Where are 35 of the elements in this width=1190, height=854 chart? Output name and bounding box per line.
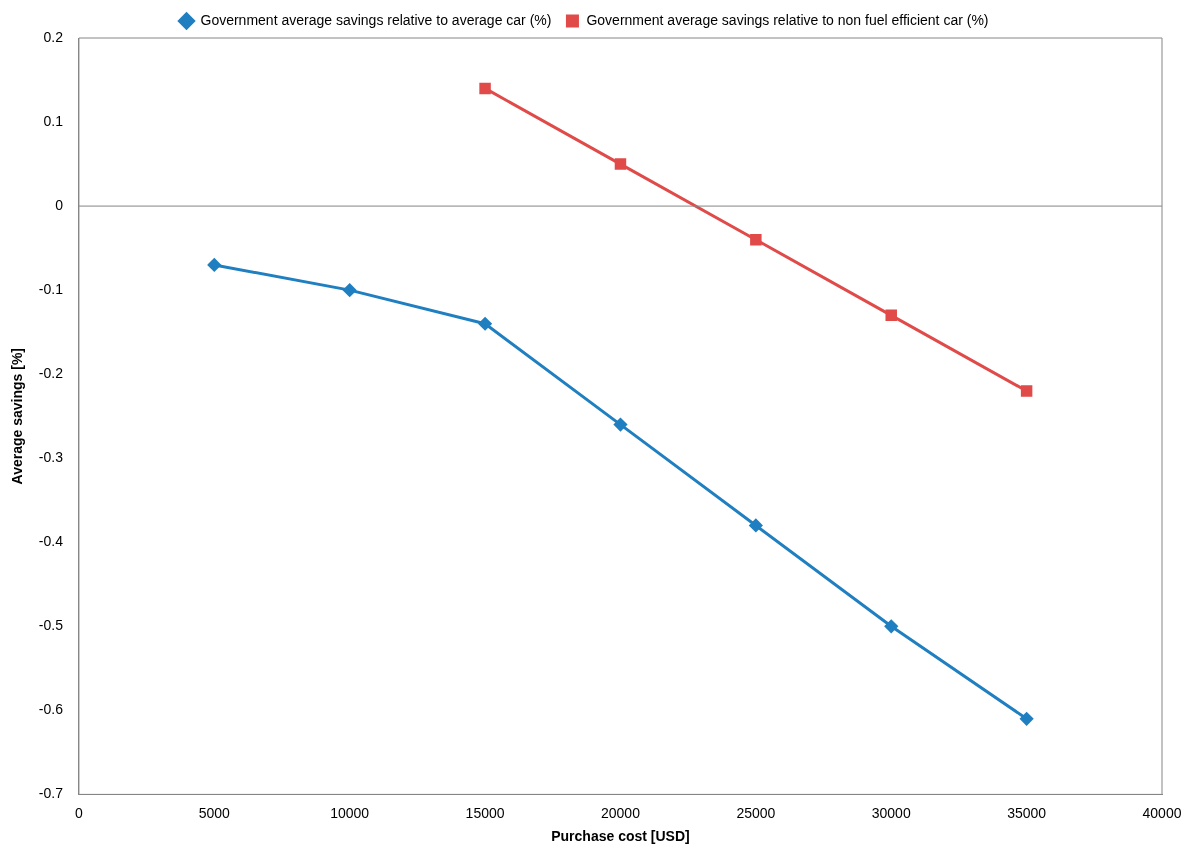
point <box>479 82 491 95</box>
point <box>478 317 492 331</box>
x-tick-label: 5000 <box>198 804 231 821</box>
y-tick-label: -0.3 <box>38 449 64 466</box>
y-tick-label: -0.1 <box>38 280 64 297</box>
y-tick-label: -0.6 <box>38 701 64 718</box>
y-tick-label: -0.4 <box>38 533 64 550</box>
x-tick-label: 30000 <box>871 804 911 821</box>
x-tick-label: 20000 <box>600 804 641 821</box>
y-tick-label: -0.5 <box>38 617 64 634</box>
x-axis-title: Purchase cost [USD] <box>551 828 690 845</box>
point <box>885 309 897 322</box>
legend-label: Government average savings relative to average car (%) <box>200 11 552 28</box>
point <box>614 158 627 170</box>
point <box>750 233 762 246</box>
point <box>613 418 627 432</box>
y-tick-label: 0.1 <box>43 112 64 129</box>
point <box>884 619 898 633</box>
y-axis-title: Average savings [%] <box>9 347 26 485</box>
point <box>749 518 763 532</box>
y-tick-label: -0.2 <box>38 365 64 382</box>
point <box>1020 385 1033 397</box>
x-tick-label: 0 <box>75 804 84 821</box>
point <box>1020 712 1034 726</box>
x-tick-label: 40000 <box>1142 804 1182 821</box>
y-tick-label: -0.7 <box>38 785 64 802</box>
y-tick-label: 0 <box>55 196 64 213</box>
point <box>343 283 357 297</box>
x-tick-label: 25000 <box>736 804 776 821</box>
y-tick-label: 0.2 <box>43 28 64 45</box>
x-tick-label: 35000 <box>1007 804 1047 821</box>
legend-label: Government average savings relative to non fuel efficient car (%) <box>586 11 989 28</box>
x-tick-label: 10000 <box>330 804 370 821</box>
x-tick-label: 15000 <box>465 804 505 821</box>
point <box>207 258 221 272</box>
